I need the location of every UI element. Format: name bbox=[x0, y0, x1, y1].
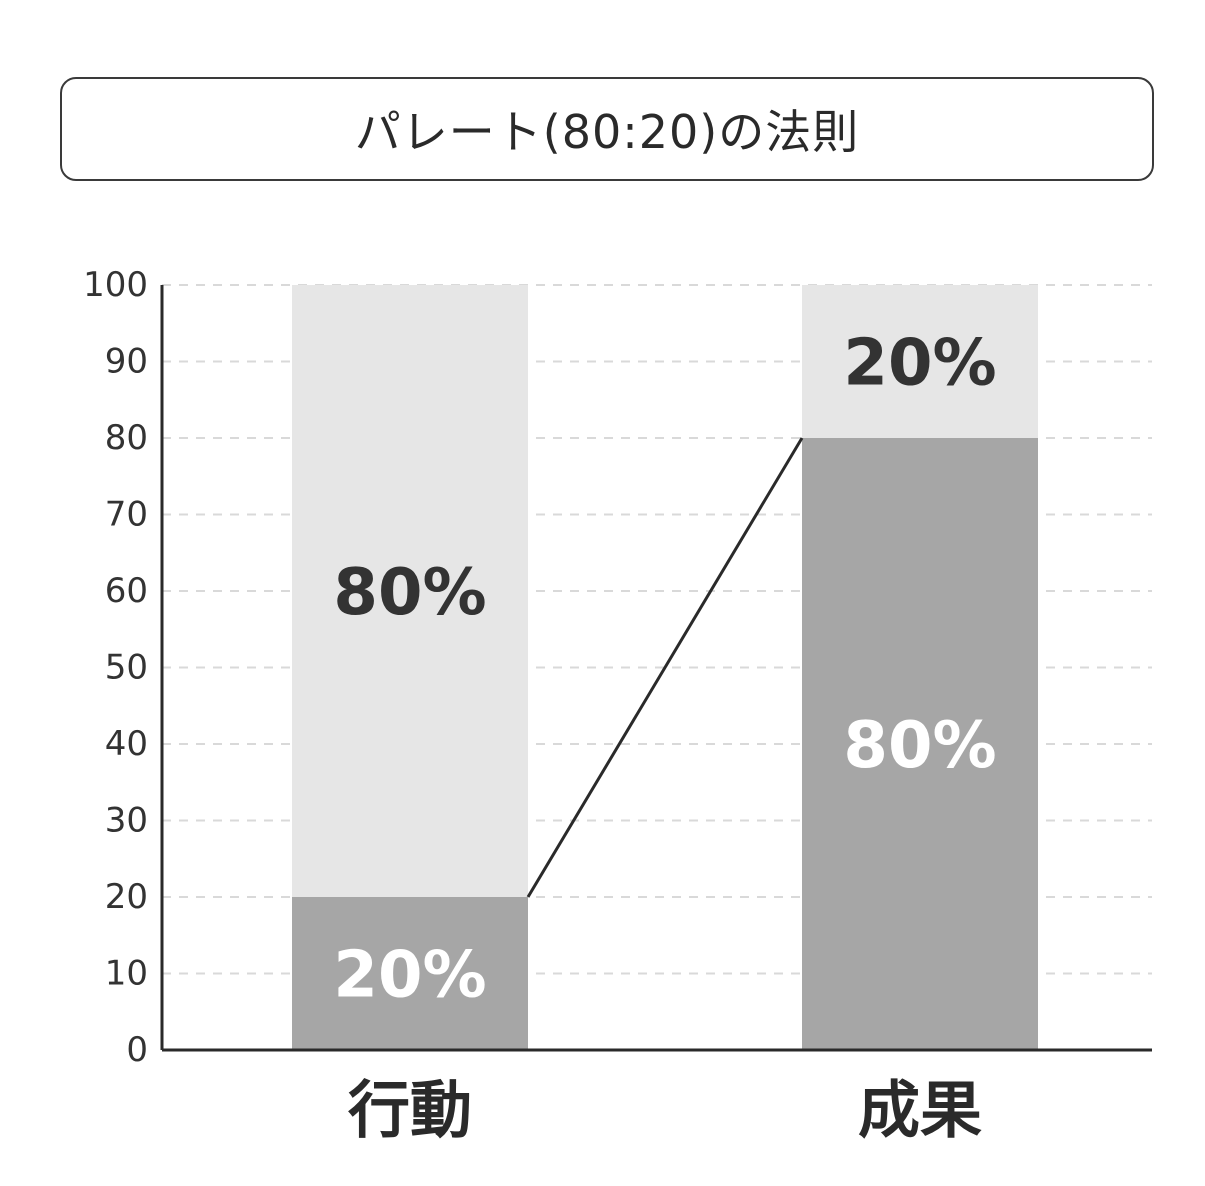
connector-line bbox=[526, 437, 804, 898]
y-tick-label-90: 90 bbox=[105, 342, 148, 382]
bar-labels: 20% 80% 行動 80% 20% 成果 bbox=[333, 327, 996, 1147]
chart-title: パレート(80:20)の法則 bbox=[354, 105, 860, 159]
chart-title-box: パレート(80:20)の法則 bbox=[60, 77, 1154, 181]
y-tick-label-0: 0 bbox=[126, 1030, 148, 1070]
bar-0-segment-0 bbox=[292, 897, 528, 1050]
y-tick-label-70: 70 bbox=[105, 495, 148, 535]
y-tick-label-60: 60 bbox=[105, 571, 148, 611]
bar-1-segment-0-label: 80% bbox=[843, 709, 996, 783]
category-label-1: 成果 bbox=[858, 1074, 982, 1147]
bar-1-segment-0 bbox=[802, 438, 1038, 1050]
bar-0-segment-1 bbox=[292, 285, 528, 897]
axes: 0 10 20 30 40 50 60 70 80 90 100 bbox=[83, 265, 1152, 1070]
y-tick-label-80: 80 bbox=[105, 418, 148, 458]
bars bbox=[292, 285, 1038, 1050]
y-tick-label-10: 10 bbox=[105, 954, 148, 994]
bar-1-segment-1-label: 20% bbox=[843, 327, 996, 401]
y-tick-label-50: 50 bbox=[105, 648, 148, 688]
y-tick-label-40: 40 bbox=[105, 724, 148, 764]
y-tick-label-30: 30 bbox=[105, 801, 148, 841]
y-tick-label-20: 20 bbox=[105, 877, 148, 917]
bar-1-segment-1 bbox=[802, 285, 1038, 438]
category-label-0: 行動 bbox=[348, 1074, 472, 1147]
connector bbox=[526, 437, 804, 898]
bar-0-segment-0-label: 20% bbox=[333, 939, 486, 1013]
bar-0-segment-1-label: 80% bbox=[333, 556, 486, 630]
y-tick-label-100: 100 bbox=[83, 265, 148, 305]
